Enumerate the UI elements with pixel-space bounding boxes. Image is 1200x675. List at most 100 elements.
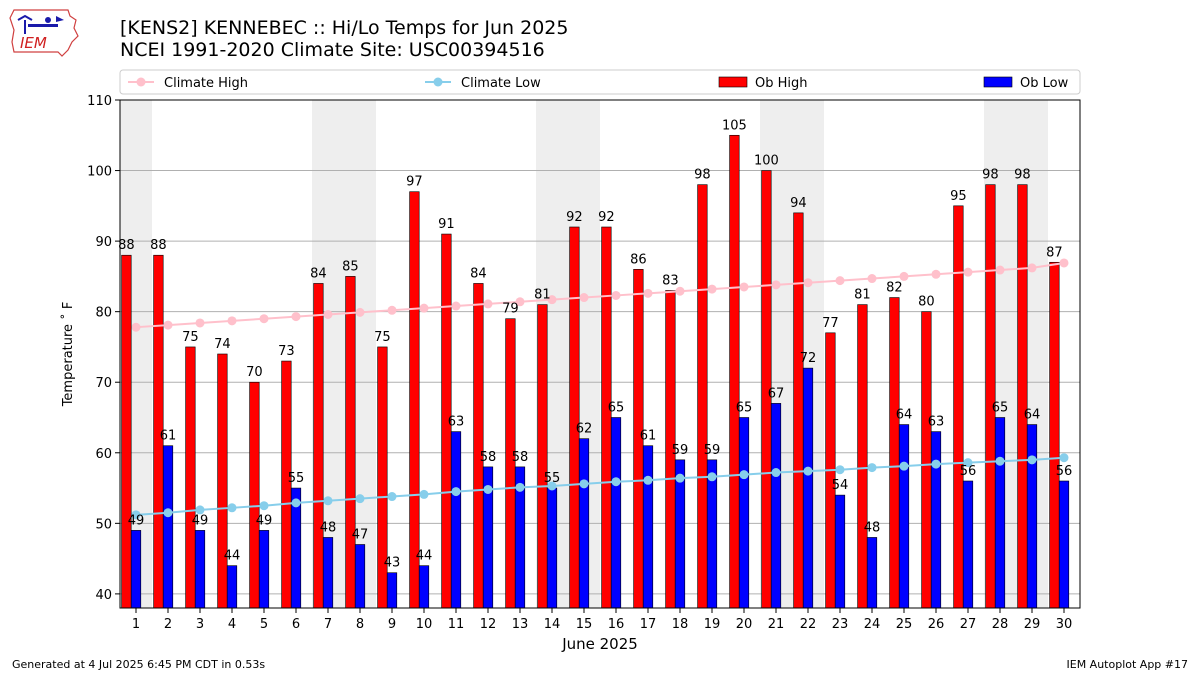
climate-low-point: [739, 470, 749, 480]
ob-high-label: 84: [310, 266, 327, 281]
ob-high-label: 105: [722, 118, 747, 133]
ob-high-label: 98: [982, 168, 999, 183]
ob-high-bar: [601, 226, 612, 609]
climate-low-point: [835, 465, 845, 475]
ob-high-label: 94: [790, 196, 807, 211]
ob-high-bar: [697, 184, 708, 609]
climate-high-point: [547, 295, 557, 305]
ob-low-label: 48: [320, 520, 337, 535]
ob-low-label: 54: [832, 478, 849, 493]
ob-low-bar: [642, 445, 654, 609]
climate-low-point: [899, 461, 909, 471]
title-line-2: NCEI 1991-2020 Climate Site: USC00394516: [120, 39, 545, 61]
climate-low-point: [931, 459, 941, 469]
climate-high-point: [835, 276, 845, 286]
climate-low-point: [227, 503, 237, 513]
climate-low-point: [483, 484, 493, 494]
x-tick-label: 6: [292, 617, 300, 632]
climate-high-point: [1027, 263, 1037, 273]
ob-low-label: 67: [768, 386, 785, 401]
ob-high-label: 80: [918, 295, 935, 310]
ob-low-label: 49: [128, 513, 145, 528]
ob-high-label: 92: [598, 210, 615, 225]
y-tick-label: 100: [87, 165, 112, 180]
ob-low-label: 44: [224, 549, 241, 564]
climate-high-point: [515, 297, 525, 307]
ob-low-label: 62: [576, 422, 593, 437]
data-labels: 88 88 75 74 70 73 84 85 75 97 91 84 79 81 92 92 86 83 98 10…: [118, 118, 1072, 570]
legend-label-climate-high: Climate High: [164, 76, 248, 91]
climate-low-point: [163, 508, 173, 518]
ob-high-label: 81: [534, 288, 551, 303]
ob-high-bar: [473, 283, 484, 609]
x-tick-label: 10: [416, 617, 433, 632]
ob-low-bar: [1026, 424, 1038, 609]
ob-high-bar: [857, 304, 868, 609]
ob-high-label: 98: [694, 168, 711, 183]
x-tick-label: 8: [356, 617, 364, 632]
x-tick-label: 3: [196, 617, 204, 632]
climate-high-point: [355, 307, 365, 317]
ob-high-bar: [921, 311, 932, 609]
x-tick-label: 18: [672, 617, 689, 632]
climate-low-point: [995, 456, 1005, 466]
ob-high-label: 86: [630, 252, 647, 267]
ob-high-bar: [537, 304, 548, 609]
ob-low-bar: [610, 417, 622, 609]
ob-low-label: 63: [928, 415, 945, 430]
generated-note: Generated at 4 Jul 2025 6:45 PM CDT in 0…: [12, 658, 266, 671]
climate-low-point: [195, 505, 205, 515]
ob-low-label: 65: [736, 401, 753, 416]
climate-high-point: [899, 271, 909, 281]
climate-high-point: [771, 280, 781, 290]
climate-high-point: [739, 282, 749, 292]
climate-low-point: [867, 463, 877, 473]
climate-high-point: [323, 309, 333, 319]
x-tick-label: 2: [164, 617, 172, 632]
x-tick-label: 11: [448, 617, 465, 632]
ob-high-bar: [409, 191, 420, 609]
x-tick-label: 13: [512, 617, 529, 632]
legend-marker-climate-high: [136, 77, 146, 87]
x-axis-label: June 2025: [561, 635, 638, 653]
climate-high-point: [195, 318, 205, 328]
climate-low-point: [803, 466, 813, 476]
ob-low-label: 49: [256, 513, 273, 528]
legend-label-ob-high: Ob High: [755, 76, 808, 91]
y-tick-label: 110: [87, 94, 112, 109]
ob-high-bar: [1049, 261, 1060, 609]
ob-high-label: 95: [950, 189, 967, 204]
climate-high-line: [135, 261, 1065, 329]
ob-high-bar: [249, 381, 260, 609]
legend-label-climate-low: Climate Low: [461, 76, 541, 91]
app-note: IEM Autoplot App #17: [1066, 658, 1189, 671]
climate-low-point: [547, 481, 557, 491]
ob-low-label: 43: [384, 556, 401, 571]
x-tick-label: 26: [928, 617, 945, 632]
ob-low-label: 44: [416, 549, 433, 564]
ob-high-bar: [313, 283, 324, 609]
y-tick-label: 70: [95, 376, 112, 391]
ob-low-bar: [418, 565, 430, 609]
ob-low-label: 61: [160, 429, 177, 444]
climate-high-point: [387, 305, 397, 315]
ob-low-bar: [258, 530, 270, 609]
climate-high-point: [483, 299, 493, 309]
climate-high-point: [611, 290, 621, 300]
y-tick-label: 80: [95, 306, 112, 321]
x-tick-label: 16: [608, 617, 625, 632]
legend-label-ob-low: Ob Low: [1020, 76, 1069, 91]
chart-title: [KENS2] KENNEBEC :: Hi/Lo Temps for Jun …: [120, 17, 568, 61]
ob-low-label: 56: [960, 464, 977, 479]
climate-low-point: [707, 472, 717, 482]
climate-high-point: [451, 301, 461, 311]
climate-high-point: [163, 320, 173, 330]
x-tick-label: 29: [1024, 617, 1041, 632]
ob-high-label: 85: [342, 259, 359, 274]
climate-high-point: [419, 303, 429, 313]
climate-low-point: [611, 477, 621, 487]
ob-low-label: 64: [896, 408, 913, 423]
ob-low-bar: [930, 431, 942, 609]
x-tick-label: 14: [544, 617, 561, 632]
ob-low-bar: [994, 417, 1006, 609]
